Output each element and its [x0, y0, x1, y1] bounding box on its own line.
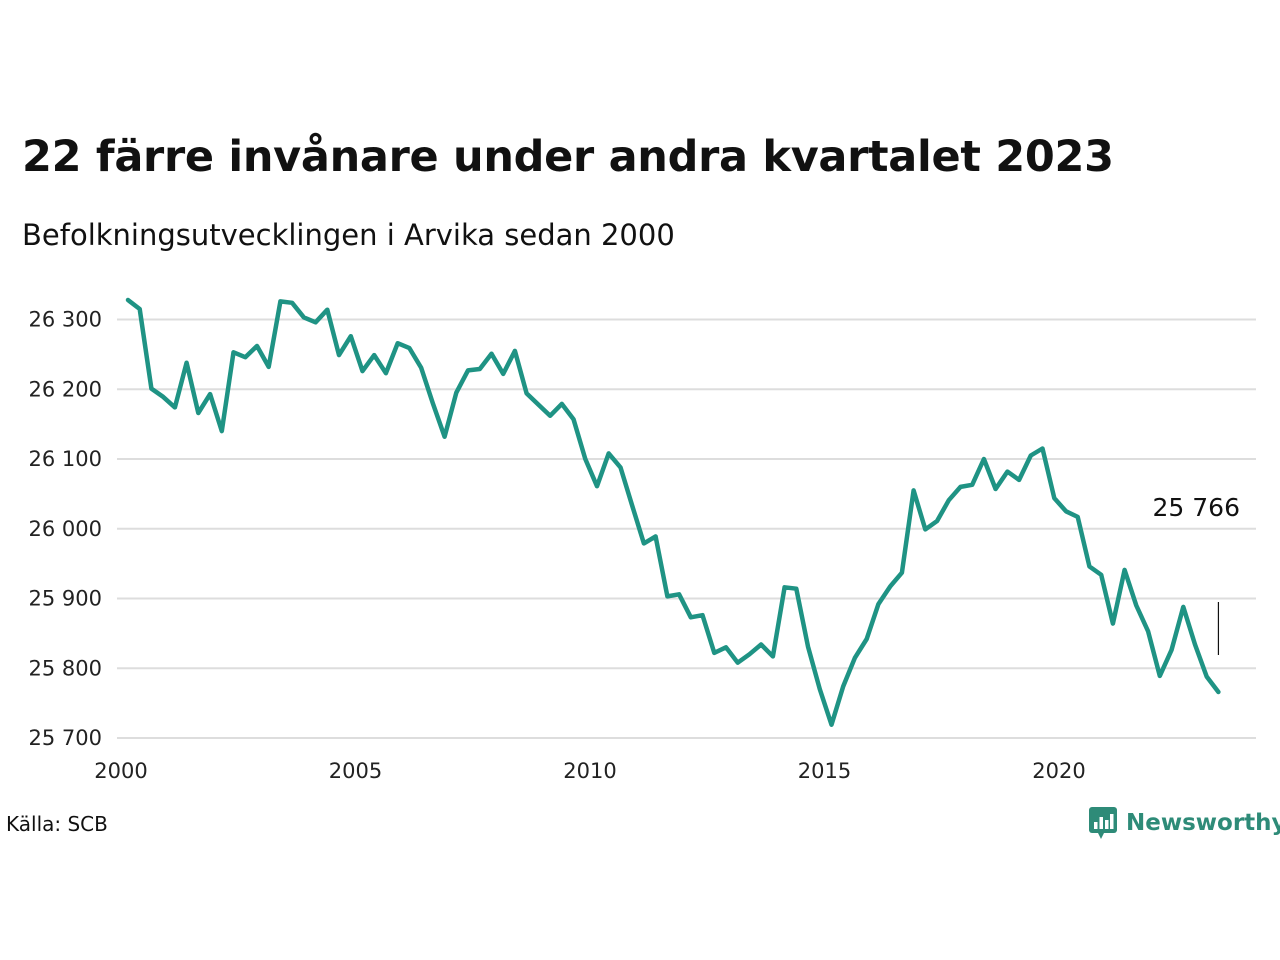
y-tick-label: 25 700 [29, 726, 102, 750]
end-value-label: 25 766 [1153, 493, 1240, 522]
y-tick-label: 26 200 [29, 377, 102, 401]
y-tick-label: 25 900 [29, 587, 102, 611]
brand-name: Newsworthy [1126, 810, 1280, 836]
brand-logo: Newsworthy [1088, 803, 1280, 843]
x-axis-ticks: 2000 2005 2010 2015 2020 [94, 759, 1085, 783]
series-line [125, 297, 1221, 727]
end-annotation: 25 766 [1153, 493, 1240, 655]
chart-title: 22 färre invånare under andra kvartalet … [22, 132, 1114, 182]
x-tick-label: 2005 [329, 759, 382, 783]
y-tick-label: 26 100 [29, 447, 102, 471]
grid-lines [117, 318, 1256, 739]
x-tick-label: 2000 [94, 759, 147, 783]
bar-chart-logo-icon [1089, 807, 1117, 839]
series-layer [125, 297, 1221, 727]
x-tick-label: 2015 [798, 759, 851, 783]
chart-subtitle: Befolkningsutvecklingen i Arvika sedan 2… [22, 218, 675, 252]
x-tick-label: 2020 [1032, 759, 1085, 783]
source-note: Källa: SCB [6, 812, 108, 836]
x-tick-label: 2010 [563, 759, 616, 783]
y-tick-label: 25 800 [29, 656, 102, 680]
y-tick-label: 26 300 [29, 308, 102, 332]
y-tick-label: 26 000 [29, 517, 102, 541]
y-axis-ticks: 25 700 25 800 25 900 26 000 26 100 26 200 26 3… [29, 308, 102, 751]
